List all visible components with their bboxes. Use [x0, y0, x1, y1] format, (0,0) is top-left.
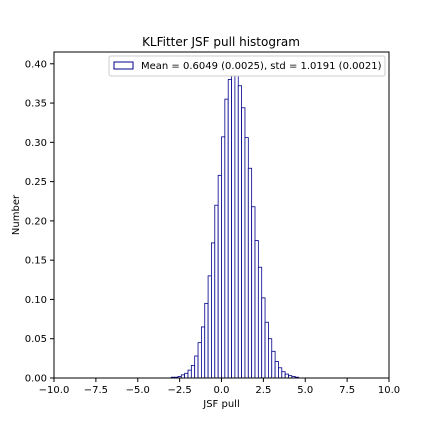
histogram-bar — [227, 79, 232, 379]
y-tick-label: 0.35 — [25, 99, 47, 110]
histogram-bar — [197, 342, 202, 379]
x-tick-label: 0.0 — [214, 385, 230, 396]
histogram-bar — [261, 297, 266, 379]
histogram-bar — [271, 350, 276, 379]
histogram-bar — [207, 275, 212, 379]
histogram-bars — [170, 68, 299, 379]
histogram-bar — [217, 174, 222, 379]
y-axis-label: Number — [11, 194, 22, 235]
histogram-bar — [187, 369, 192, 379]
histogram-bar — [264, 321, 269, 379]
y-axis-ticks: 0.00 0.05 0.10 0.15 0.20 0.25 0.30 0.35 0.40 — [25, 59, 54, 385]
x-tick-label: −5.0 — [126, 385, 150, 396]
histogram-bar — [244, 137, 249, 379]
legend-box — [108, 55, 386, 77]
histogram-bar — [237, 85, 242, 379]
histogram-bar — [204, 302, 209, 379]
x-axis-label: JSF pull — [202, 399, 239, 410]
histogram-bar — [214, 204, 219, 379]
histogram-bar — [184, 372, 189, 379]
legend-entry: Mean = 0.6049 (0.0025), std = 1.0191 (0.… — [141, 61, 382, 72]
plot-frame — [53, 51, 390, 379]
x-tick-label: −10.0 — [39, 385, 70, 396]
legend: Mean = 0.6049 (0.0025), std = 1.0191 (0.… — [108, 55, 386, 77]
y-tick-label: 0.30 — [25, 138, 47, 149]
histogram-bar — [284, 373, 289, 379]
histogram-bar — [211, 242, 216, 379]
x-tick-label: 5.0 — [297, 385, 313, 396]
histogram-bar — [221, 136, 226, 379]
histogram-bar — [234, 69, 239, 379]
y-tick-label: 0.20 — [25, 216, 47, 227]
histogram-bar — [241, 107, 246, 379]
histogram-bar — [281, 371, 286, 379]
y-tick-label: 0.25 — [25, 177, 47, 188]
x-tick-label: −7.5 — [84, 385, 108, 396]
histogram-bar — [200, 326, 206, 379]
histogram-bar — [274, 361, 279, 379]
histogram-bar — [247, 167, 253, 379]
histogram-bar — [190, 365, 196, 379]
chart-title: KLFitter JSF pull histogram — [142, 35, 300, 49]
histogram-bar — [278, 367, 283, 379]
x-tick-label: −2.5 — [167, 385, 191, 396]
y-tick-label: 0.05 — [25, 334, 47, 345]
x-tick-label: 7.5 — [339, 385, 355, 396]
y-tick-label: 0.10 — [25, 295, 47, 306]
histogram-bar — [251, 206, 256, 379]
histogram-bar — [194, 355, 199, 379]
histogram-bar — [267, 338, 273, 379]
x-tick-label: 10.0 — [378, 385, 400, 396]
y-tick-label: 0.00 — [25, 374, 47, 385]
y-tick-label: 0.40 — [25, 59, 47, 70]
histogram-bar — [231, 68, 236, 379]
histogram-bar — [254, 240, 259, 379]
x-axis-ticks: −10.0 −7.5 −5.0 −2.5 0.0 2.5 5.0 7.5 10.0 — [39, 378, 400, 396]
x-tick-label: 2.5 — [255, 385, 271, 396]
histogram-bar — [224, 98, 229, 379]
y-tick-label: 0.15 — [25, 256, 47, 267]
legend-swatch — [113, 61, 134, 70]
histogram-bar — [257, 266, 263, 379]
